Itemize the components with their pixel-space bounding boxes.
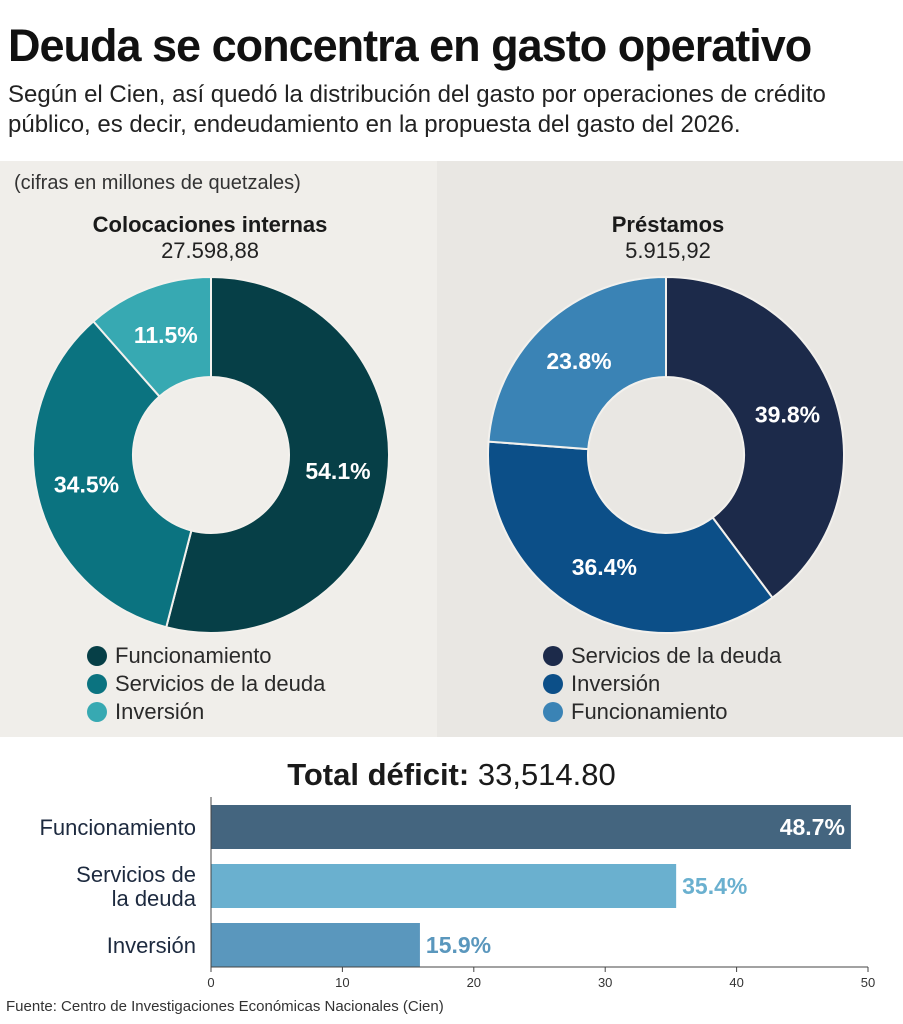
legend-label: Funcionamiento bbox=[115, 643, 272, 668]
bar-chart-heading-value: 33,514.80 bbox=[477, 757, 616, 792]
donut-label-funcionamiento: 54.1% bbox=[305, 458, 370, 484]
donut-slice-inversion bbox=[487, 440, 774, 634]
legend-label: Servicios de la deuda bbox=[115, 671, 326, 696]
donut-slice-servicios-de-la-deuda bbox=[665, 275, 845, 600]
page-subtitle: Según el Cien, así quedó la distribución… bbox=[8, 81, 826, 138]
x-tick-label: 0 bbox=[207, 975, 214, 990]
legend-item-servicios-de-la-deuda: Servicios de la deuda bbox=[87, 670, 325, 698]
x-tick-label: 40 bbox=[729, 975, 743, 990]
legend-swatch bbox=[87, 674, 107, 694]
donut-title-colocaciones: Colocaciones internas bbox=[92, 212, 328, 237]
donut-slice-inversion bbox=[91, 275, 212, 398]
source-note: Fuente: Centro de Investigaciones Económ… bbox=[6, 998, 444, 1015]
bar-servicios-de-la-deuda bbox=[211, 864, 677, 908]
bar-category-label: Inversión bbox=[107, 933, 196, 958]
donut-label-inversion: 36.4% bbox=[572, 554, 637, 580]
donut-chart-colocaciones: 54.1% 34.5% 11.5% bbox=[32, 275, 390, 634]
units-note: (cifras en millones de quetzales) bbox=[14, 172, 301, 194]
bar-chart-total-deficit: 48.7% Funcionamiento 35.4% Servicios de la d… bbox=[39, 797, 875, 990]
x-tick-label: 10 bbox=[335, 975, 349, 990]
bar-value-label: 35.4% bbox=[682, 873, 747, 899]
x-tick-label: 50 bbox=[861, 975, 875, 990]
legend-item-servicios-de-la-deuda: Servicios de la deuda bbox=[543, 642, 781, 670]
bar-inversion bbox=[211, 923, 420, 967]
bar-value-label: 48.7% bbox=[780, 814, 845, 840]
donut-slice-funcionamiento bbox=[165, 275, 390, 634]
legend-item-inversion: Inversión bbox=[87, 698, 325, 726]
bar-chart-heading: Total déficit: 33,514.80 bbox=[0, 757, 903, 793]
x-tick-label: 30 bbox=[598, 975, 612, 990]
legend-item-funcionamiento: Funcionamiento bbox=[87, 642, 325, 670]
legend-item-inversion: Inversión bbox=[543, 670, 781, 698]
legend-label: Inversión bbox=[571, 671, 661, 696]
donut-chart-prestamos: 39.8% 36.4% 23.8% bbox=[487, 275, 845, 634]
x-tick-label: 20 bbox=[467, 975, 481, 990]
donut-title-prestamos: Préstamos bbox=[611, 212, 725, 237]
donut-label-servicios-de-la-deuda: 39.8% bbox=[755, 402, 820, 428]
bar-category-label: Servicios de la deuda bbox=[76, 862, 197, 911]
legend-label: Servicios de la deuda bbox=[571, 643, 782, 668]
legend-item-funcionamiento: Funcionamiento bbox=[543, 698, 781, 726]
bar-value-label: 15.9% bbox=[426, 932, 491, 958]
legend-swatch bbox=[87, 646, 107, 666]
donut-label-funcionamiento: 23.8% bbox=[546, 348, 611, 374]
legend-prestamos: Servicios de la deuda Inversión Funcionami… bbox=[543, 642, 781, 726]
donut-label-servicios-de-la-deuda: 34.5% bbox=[54, 472, 119, 498]
legend-label: Funcionamiento bbox=[571, 699, 728, 724]
donut-slice-servicios-de-la-deuda bbox=[32, 319, 193, 629]
legend-swatch bbox=[87, 702, 107, 722]
legend-colocaciones: Funcionamiento Servicios de la deuda Inver… bbox=[87, 642, 325, 726]
legend-swatch bbox=[543, 646, 563, 666]
donut-label-inversion: 11.5% bbox=[134, 322, 198, 348]
donut-total-colocaciones: 27.598,88 bbox=[161, 238, 259, 263]
page-title: Deuda se concentra en gasto operativo bbox=[8, 20, 812, 71]
donut-total-prestamos: 5.915,92 bbox=[625, 238, 711, 263]
bar-funcionamiento bbox=[211, 805, 851, 849]
bar-category-label: Funcionamiento bbox=[39, 815, 196, 840]
donut-slice-funcionamiento bbox=[487, 275, 667, 451]
bar-chart-heading-label: Total déficit: bbox=[287, 757, 470, 792]
legend-swatch bbox=[543, 674, 563, 694]
legend-swatch bbox=[543, 702, 563, 722]
legend-label: Inversión bbox=[115, 699, 205, 724]
